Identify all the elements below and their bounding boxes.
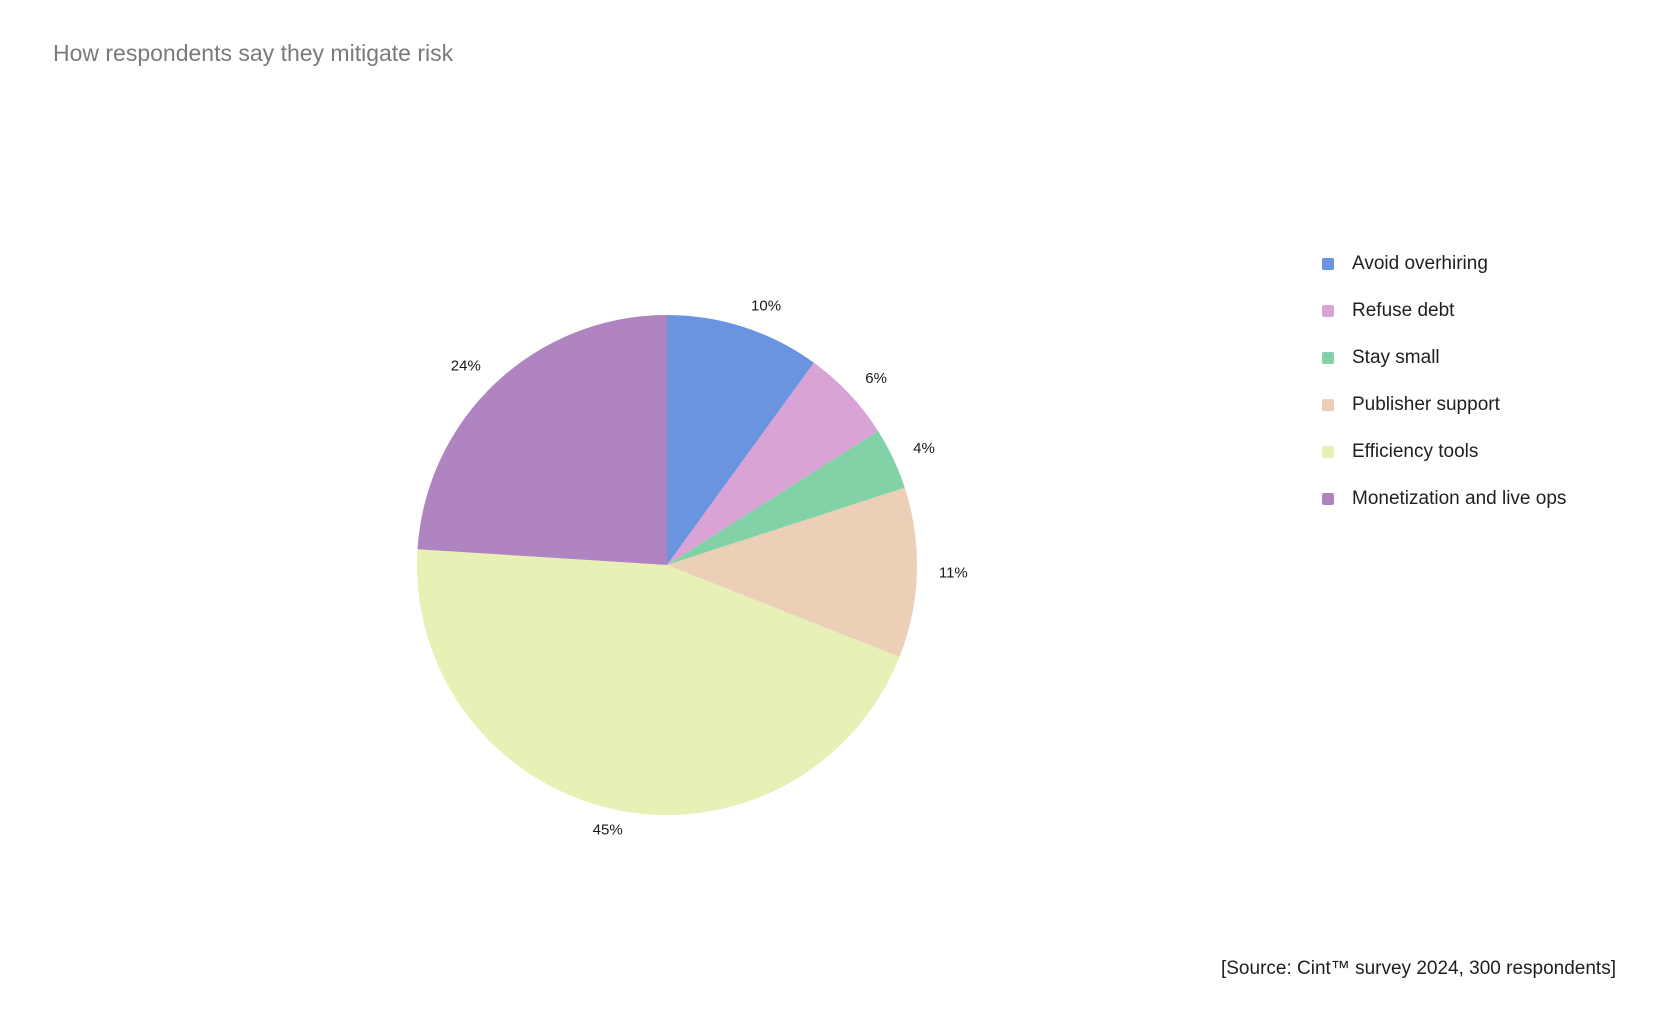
pie-slice-efficiency-tools (416, 549, 900, 816)
pie-slice-publisher-support (667, 487, 917, 658)
pie-value-label: 6% (865, 370, 887, 387)
legend-label: Avoid overhiring (1352, 252, 1488, 274)
pie-slices (416, 315, 917, 816)
legend-item: Refuse debt (1322, 287, 1566, 334)
pie-value-label: 4% (913, 440, 935, 457)
legend-swatch (1322, 398, 1334, 411)
legend-label: Refuse debt (1352, 299, 1455, 321)
pie-slice-refuse-debt (667, 362, 879, 565)
legend-swatch (1322, 304, 1334, 317)
source-note: [Source: Cint™ survey 2024, 300 responde… (1220, 958, 1616, 979)
legend-label: Efficiency tools (1352, 440, 1479, 462)
legend-swatch (1322, 257, 1334, 270)
legend-item: Avoid overhiring (1322, 240, 1566, 287)
pie-value-labels: 10% 6% 4% 11% 45% 24% (451, 297, 968, 838)
legend-item: Monetization and live ops (1322, 475, 1566, 522)
legend-label: Monetization and live ops (1352, 487, 1567, 509)
pie-slice-monetization-and-live-ops (417, 315, 667, 565)
legend-label: Stay small (1352, 346, 1440, 368)
legend-swatch (1322, 445, 1334, 458)
pie-value-label: 24% (451, 358, 481, 375)
pie-value-label: 10% (751, 297, 781, 314)
pie-value-label: 11% (939, 565, 968, 582)
legend-item: Efficiency tools (1322, 428, 1566, 475)
pie-slice-avoid-overhiring (667, 315, 814, 565)
legend-swatch (1322, 351, 1334, 364)
legend-item: Stay small (1322, 334, 1566, 381)
chart-title: How respondents say they mitigate risk (53, 40, 454, 66)
legend-label: Publisher support (1352, 393, 1500, 415)
legend-item: Publisher support (1322, 381, 1566, 428)
pie-value-label: 45% (593, 821, 623, 838)
legend-swatch (1322, 492, 1334, 505)
chart-legend: Avoid overhiring Refuse debt Stay small Pub… (1322, 240, 1566, 522)
pie-slice-stay-small (667, 431, 905, 565)
